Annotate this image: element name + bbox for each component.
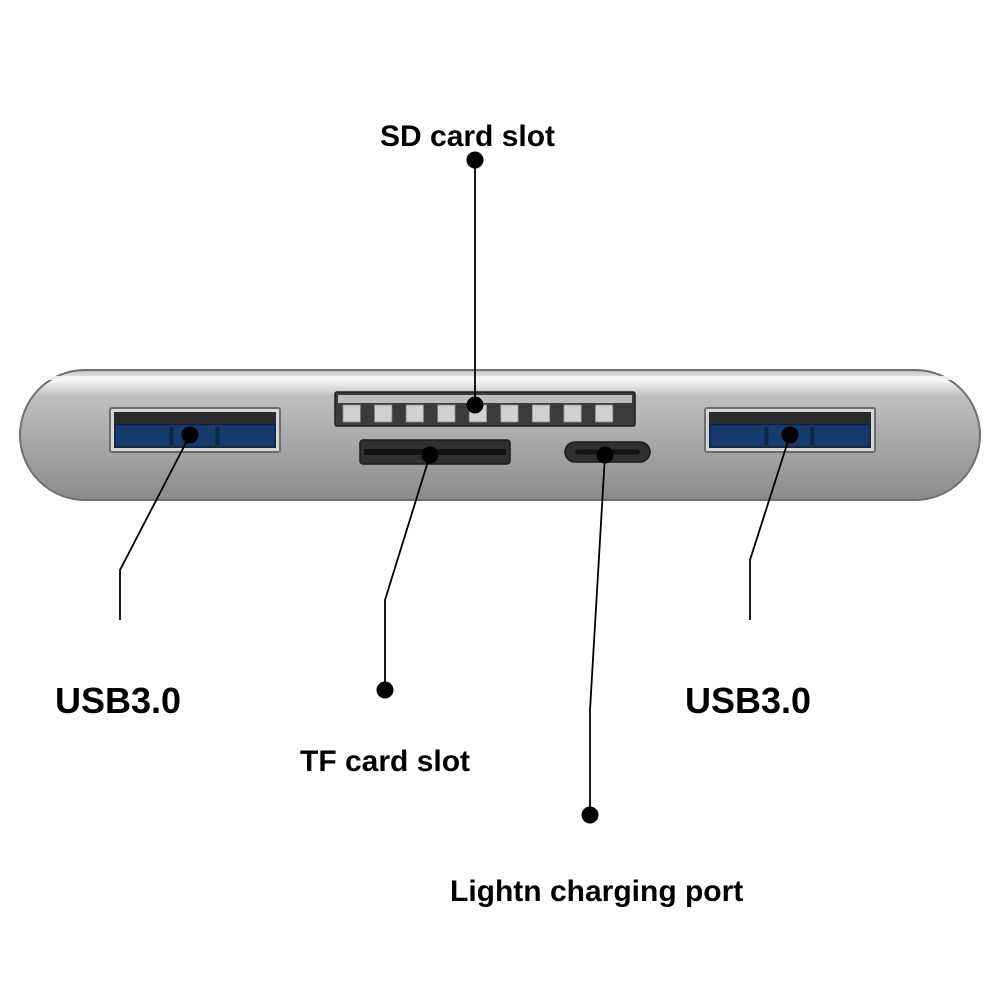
diagram-stage: SD card slot USB3.0 TF card slot Lightn … bbox=[0, 0, 1000, 1000]
label-lightning: Lightn charging port bbox=[450, 875, 743, 909]
label-usb-left: USB3.0 bbox=[55, 680, 181, 722]
label-sd: SD card slot bbox=[380, 120, 555, 154]
label-usb-right: USB3.0 bbox=[685, 680, 811, 722]
port-sd bbox=[335, 392, 635, 426]
label-tf: TF card slot bbox=[300, 745, 470, 779]
